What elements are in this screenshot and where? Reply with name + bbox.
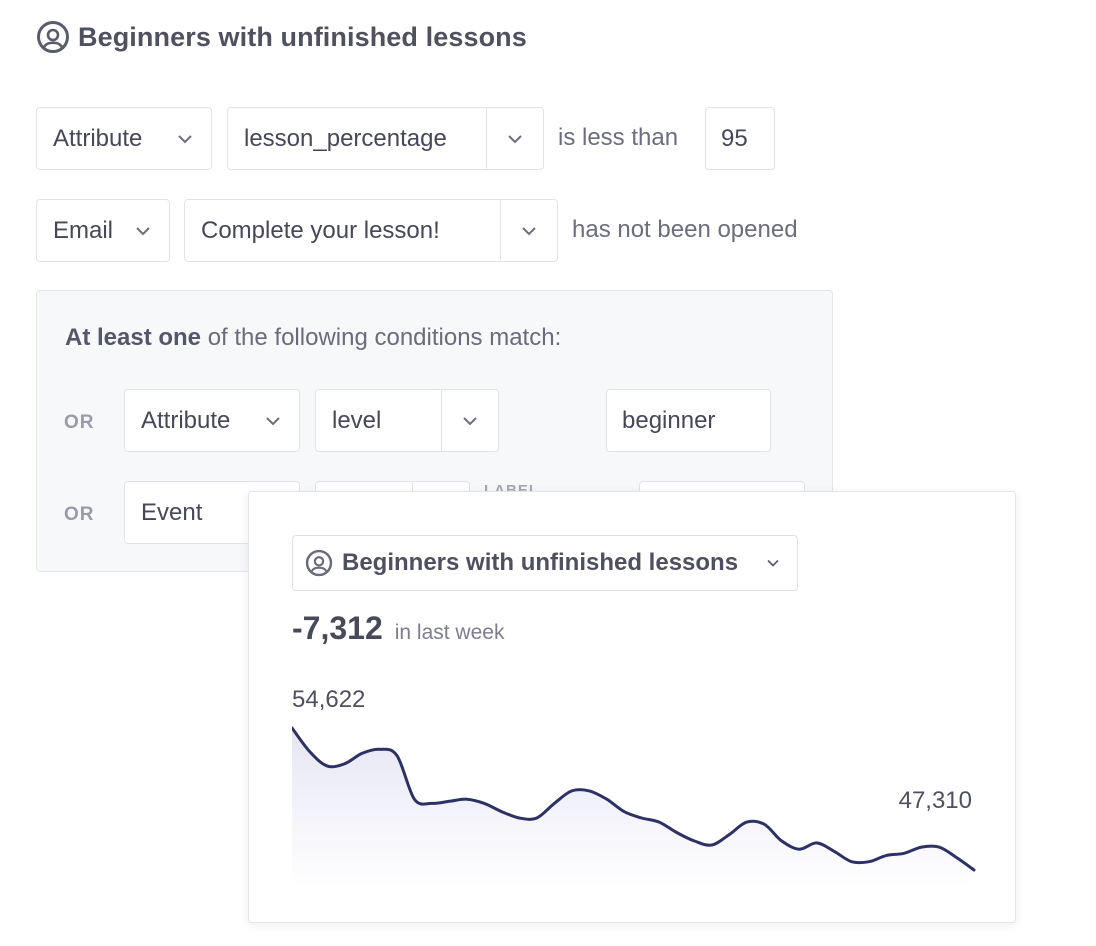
delta-period: in last week xyxy=(394,621,505,644)
condition-group-heading-bold: At least one xyxy=(65,324,202,351)
rule-2-field-select[interactable]: Complete your lesson! xyxy=(184,199,558,262)
condition-1-connector: OR xyxy=(64,412,95,433)
condition-1-type-select[interactable]: Attribute xyxy=(124,389,300,452)
condition-group-heading: At least one of the following conditions… xyxy=(65,324,561,352)
segment-header: Beginners with unfinished lessons xyxy=(36,20,527,54)
rule-2-operator: has not been opened xyxy=(572,216,798,243)
chevron-down-icon xyxy=(767,559,779,567)
user-circle-icon xyxy=(37,21,69,53)
condition-1-type-label: Attribute xyxy=(141,406,231,434)
condition-2-type-label: Event xyxy=(141,498,203,526)
rule-1-field-dropdown-toggle[interactable] xyxy=(486,108,543,169)
condition-1-value: beginner xyxy=(622,406,716,434)
user-circle-icon xyxy=(305,549,333,577)
condition-2-connector: OR xyxy=(64,504,95,525)
rule-1-value: 95 xyxy=(721,124,748,152)
condition-1-field-dropdown-toggle[interactable] xyxy=(441,390,498,451)
condition-1-field-select[interactable]: level xyxy=(315,389,499,452)
condition-group-heading-rest: of the following conditions match: xyxy=(201,324,562,351)
chart-start-value-label: 54,622 xyxy=(292,686,365,713)
rule-1-field-select[interactable]: lesson_percentage xyxy=(227,107,544,170)
condition-1-field-label: level xyxy=(332,406,382,434)
chart-area-fill xyxy=(292,728,974,887)
chevron-down-icon xyxy=(508,134,522,143)
delta-summary: -7,312 in last week xyxy=(292,610,504,647)
delta-value: -7,312 xyxy=(292,610,383,646)
segment-size-chart: 54,622 47,310 xyxy=(292,686,976,887)
rule-1-type-select[interactable]: Attribute xyxy=(36,107,212,170)
chevron-down-icon xyxy=(463,416,477,425)
page-title: Beginners with unfinished lessons xyxy=(78,21,527,52)
condition-1-value-input[interactable]: beginner xyxy=(606,389,771,452)
rule-2-field-label: Complete your lesson! xyxy=(201,216,440,244)
chevron-down-icon xyxy=(266,416,280,425)
segment-select-label: Beginners with unfinished lessons xyxy=(342,549,739,576)
segment-select[interactable]: Beginners with unfinished lessons xyxy=(292,535,798,591)
rule-1-value-input[interactable]: 95 xyxy=(705,107,775,170)
chevron-down-icon xyxy=(522,226,536,235)
chevron-down-icon xyxy=(178,134,192,143)
rule-1-type-label: Attribute xyxy=(53,124,143,152)
rule-2-field-dropdown-toggle[interactable] xyxy=(500,200,557,261)
rule-2-type-label: Email xyxy=(53,216,114,244)
chart-end-value-label: 47,310 xyxy=(899,787,972,814)
chevron-down-icon xyxy=(136,226,150,235)
rule-1-operator: is less than xyxy=(558,124,679,151)
rule-1-field-label: lesson_percentage xyxy=(244,124,447,152)
chart-series-line xyxy=(292,726,976,872)
rule-2-type-select[interactable]: Email xyxy=(36,199,170,262)
